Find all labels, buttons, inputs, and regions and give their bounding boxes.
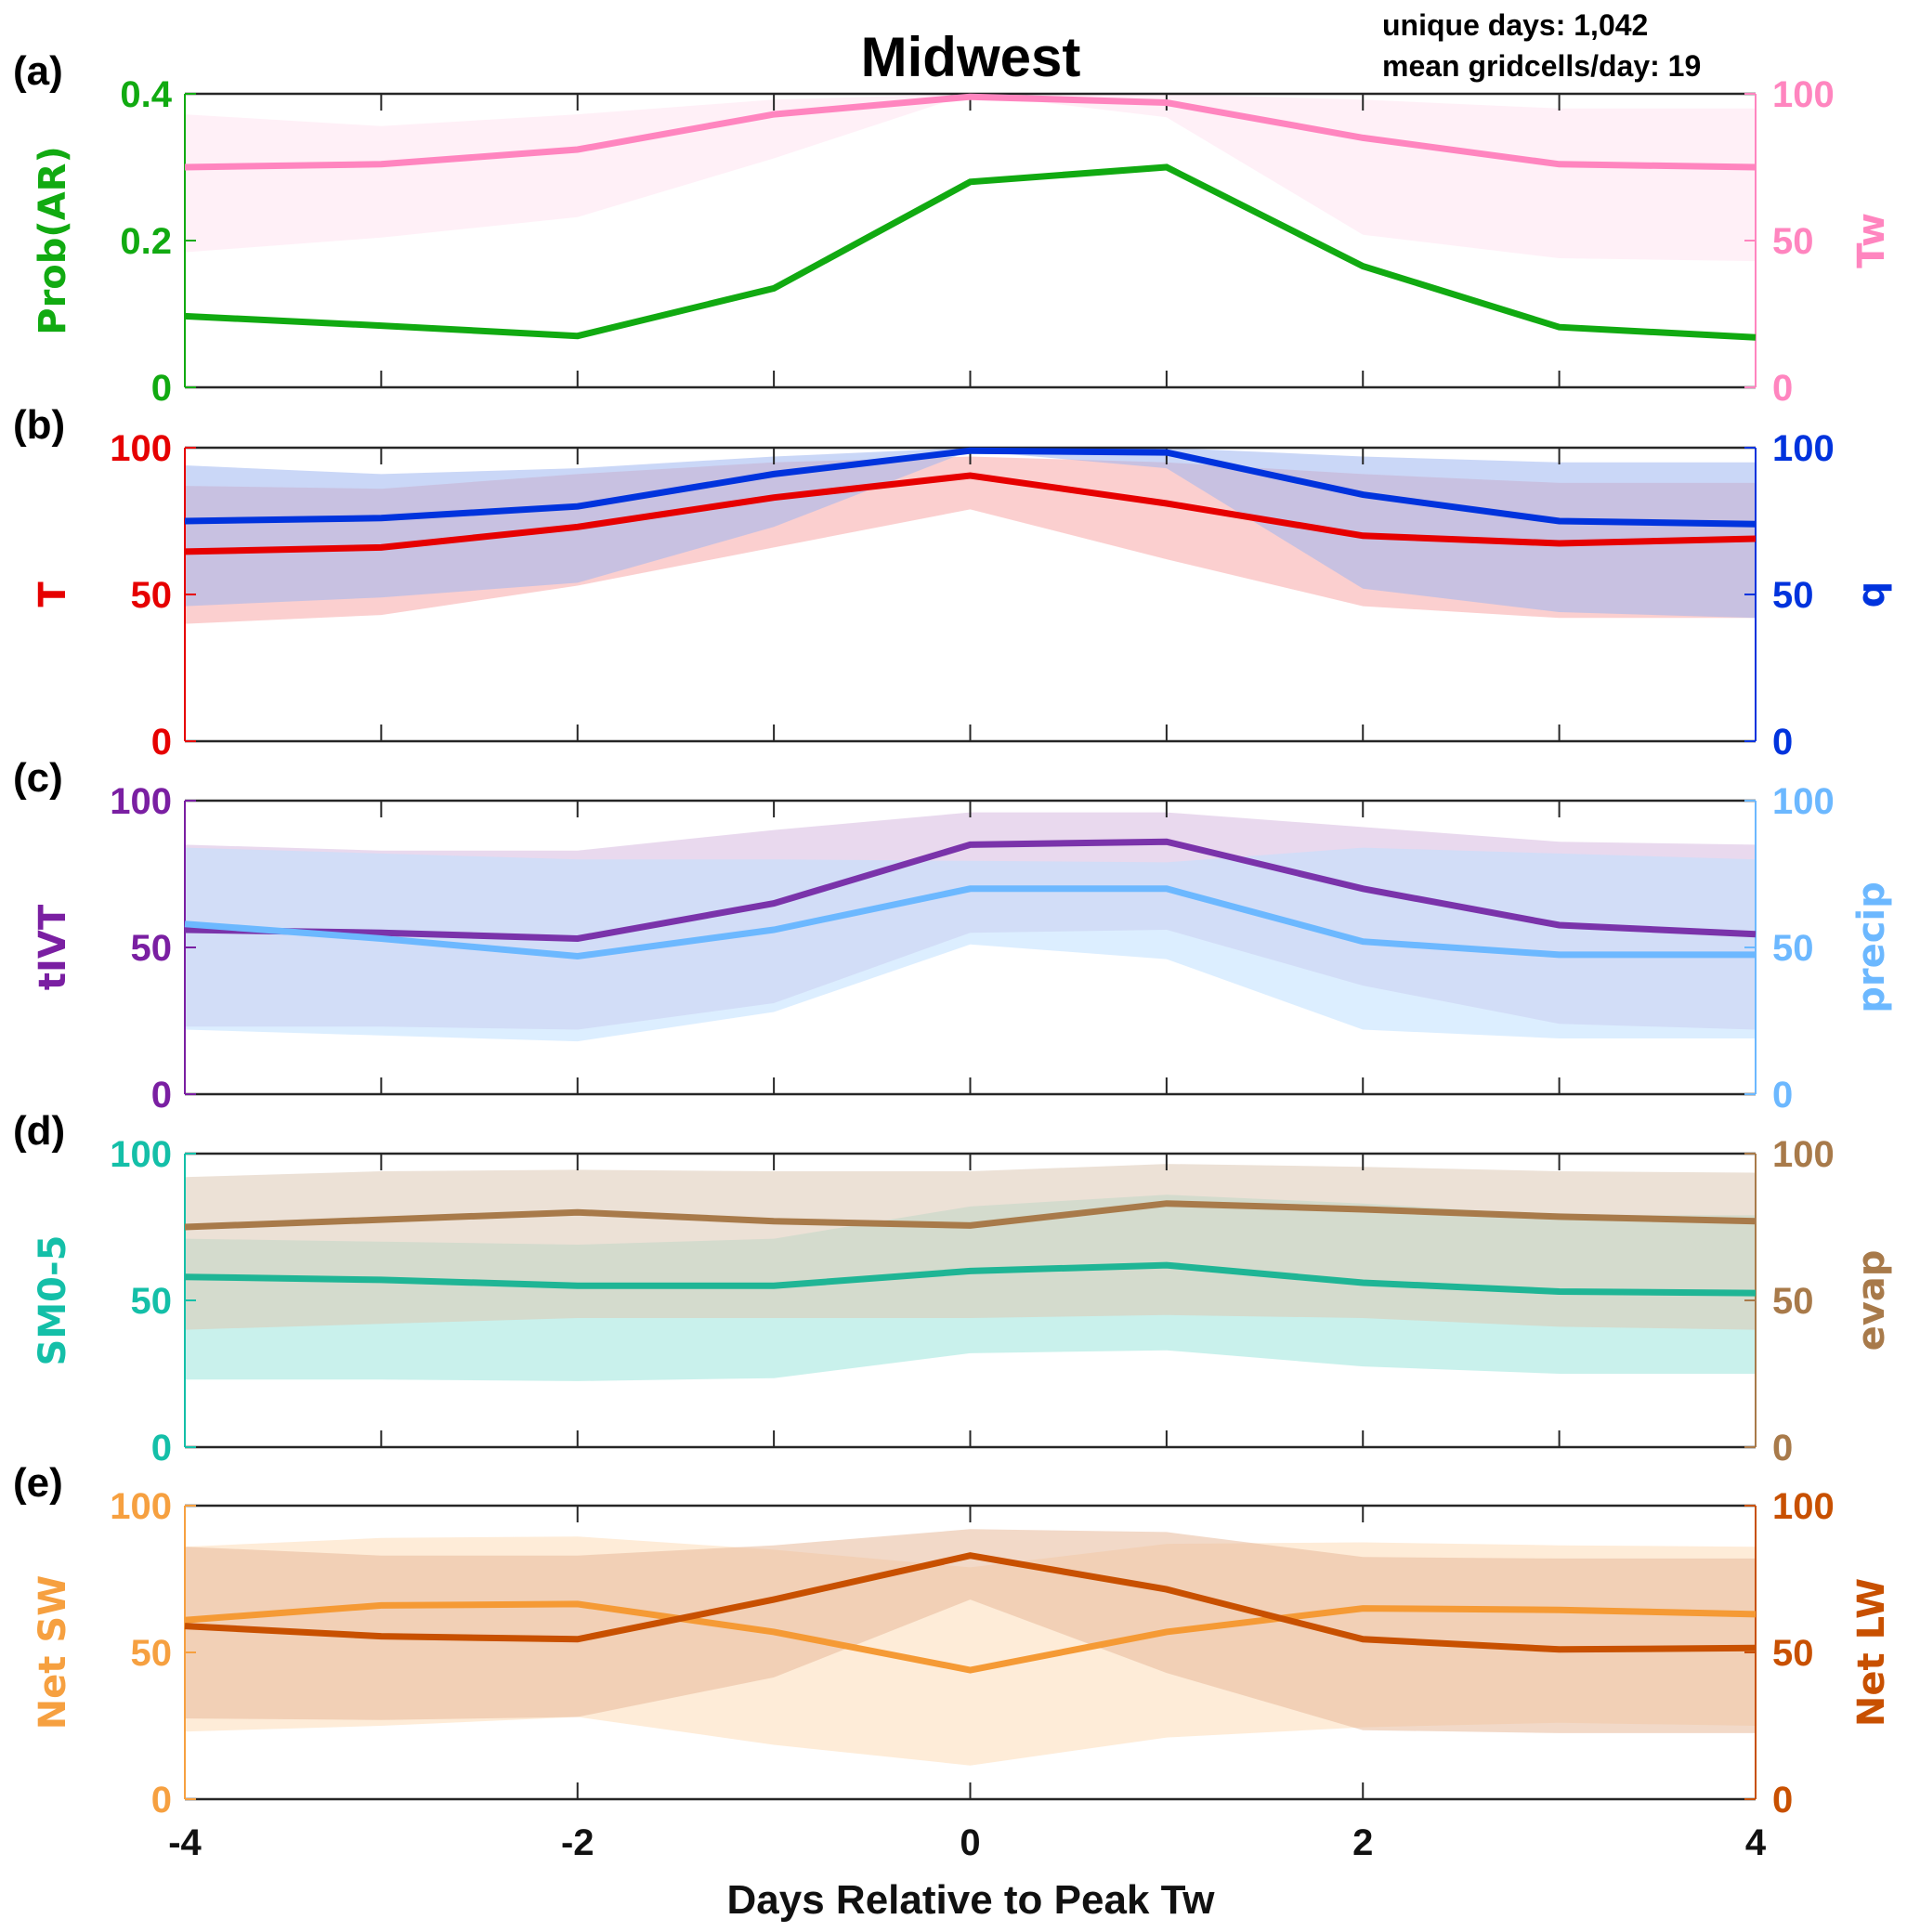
right-y-tick-label: 0 [1772,1428,1793,1469]
left-y-tick-label: 0.2 [120,221,172,262]
x-tick-label: -4 [168,1822,202,1863]
x-tick-label: -2 [561,1822,594,1863]
left-y-axis-label: tIVT [32,904,74,990]
right-y-tick-label: 50 [1772,1281,1814,1322]
right-y-tick-label: 50 [1772,221,1814,262]
right-y-axis-label: precip [1850,881,1893,1013]
panel-letter: (b) [13,402,65,448]
left-y-axis-label: Net SW [32,1575,74,1730]
left-y-tick-label: 100 [110,1486,172,1527]
right-y-axis-label: evap [1850,1250,1893,1351]
left-y-tick-label: 50 [131,1633,173,1674]
chart-title: Midwest [861,26,1081,88]
band-precip [185,847,1756,1042]
annotation-mean-gridcells: mean gridcells/day: 19 [1382,49,1701,83]
right-y-axis-label: Net LW [1850,1578,1893,1727]
panel-letter: (d) [13,1108,65,1154]
x-axis-label: Days Relative to Peak Tw [727,1877,1216,1923]
panel-e: 0 50 100 Net SW 0 50 100 Net LW (e) [13,1460,1893,1821]
right-y-tick-label: 100 [1772,74,1835,115]
panel-letter: (a) [13,48,63,94]
right-y-tick-label: 100 [1772,1486,1835,1527]
right-y-tick-label: 50 [1772,928,1814,969]
left-y-axis-label: Prob(AR) [32,146,74,334]
left-y-tick-label: 0 [151,1075,172,1116]
left-y-tick-label: 0 [151,722,172,763]
left-y-axis-label: T [32,581,74,607]
panel-c: 0 50 100 tIVT 0 50 100 precip (c) [13,755,1893,1116]
left-y-axis-label: SM0-5 [32,1235,74,1366]
x-tick-label: 0 [960,1822,980,1863]
left-y-tick-label: 100 [110,428,172,469]
right-y-axis-label: q [1850,581,1893,608]
panel-b: 0 50 100 T 0 50 100 q (b) [13,402,1893,763]
x-tick-label: 4 [1745,1822,1767,1863]
left-y-tick-label: 0 [151,1780,172,1821]
right-y-tick-label: 50 [1772,575,1814,616]
right-y-tick-label: 0 [1772,722,1793,763]
left-y-tick-label: 0.4 [120,74,172,115]
left-y-tick-label: 0 [151,1428,172,1469]
x-tick-label: 2 [1352,1822,1373,1863]
band-net-lw [185,1529,1756,1733]
band-q [185,448,1756,619]
annotation-unique-days: unique days: 1,042 [1382,8,1648,42]
left-y-tick-label: 50 [131,1281,173,1322]
right-y-axis-label: Tw [1850,213,1893,268]
left-y-tick-label: 100 [110,1134,172,1175]
left-y-tick-label: 50 [131,928,173,969]
panel-a: 0 0.2 0.4 Prob(AR) 0 50 100 Tw (a) [13,48,1893,409]
panels-group: 0 0.2 0.4 Prob(AR) 0 50 100 Tw (a) 0 50 100 T 0 50 100 q… [13,48,1893,1863]
panel-letter: (e) [13,1460,63,1506]
band-evap [185,1164,1756,1330]
right-y-tick-label: 0 [1772,1075,1793,1116]
left-y-tick-label: 50 [131,575,173,616]
left-y-tick-label: 100 [110,781,172,822]
band-tw [185,94,1756,262]
right-y-tick-label: 100 [1772,781,1835,822]
right-y-tick-label: 0 [1772,1780,1793,1821]
right-y-tick-label: 50 [1772,1633,1814,1674]
right-y-tick-label: 100 [1772,1134,1835,1175]
right-y-tick-label: 100 [1772,428,1835,469]
left-y-tick-label: 0 [151,368,172,409]
panel-d: 0 50 100 SM0-5 0 50 100 evap (d) [13,1108,1893,1469]
right-y-tick-label: 0 [1772,368,1793,409]
panel-letter: (c) [13,755,63,801]
